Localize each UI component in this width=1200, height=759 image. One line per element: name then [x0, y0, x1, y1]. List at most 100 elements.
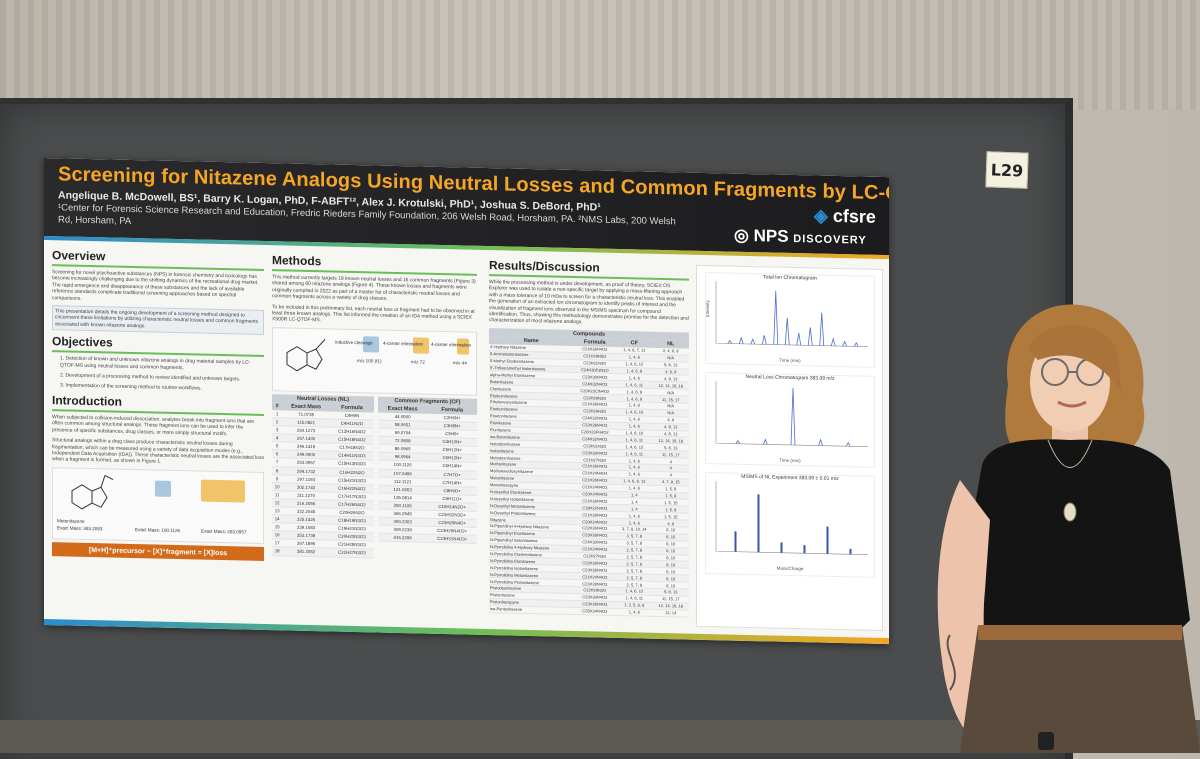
nl-cell: 5 [272, 441, 283, 451]
cf-cell: 415.2296 [378, 533, 428, 543]
nl-cell: 381.2052 [282, 547, 330, 557]
tic-graph: Total Ion Chromatogram Time (min) [705, 272, 875, 368]
plot-axes [715, 281, 868, 347]
peak-mark [853, 342, 859, 347]
peak-mark [780, 542, 783, 553]
peak-mark [735, 440, 741, 445]
peak-mark [773, 290, 779, 345]
loss-fragment-tables: Neutral Losses (NL) # Exact Mass Formula… [272, 394, 477, 560]
booth-tag: L29 [985, 151, 1029, 189]
nl-cell: 6 [272, 449, 283, 459]
plot-axes [715, 481, 868, 555]
methods-p2: To be included in this preliminary list,… [272, 303, 475, 324]
nl-plot [715, 381, 868, 447]
plaid-skirt [960, 625, 1200, 753]
objective-item-1: 1. Detection of known and unknown nitaze… [60, 355, 251, 371]
compounds-table: Compounds Name Formula CF NL 4'-Hydroxy … [489, 327, 689, 617]
column-results: Results/Discussion While the processing … [489, 256, 689, 617]
cmp-cell: 1, 4, 6 [616, 608, 653, 616]
step-label-2: 4-center elimination [383, 340, 424, 347]
mass-label-3: m/z 44 [453, 360, 467, 366]
mass-label-1: m/z 100 (f1) [357, 357, 382, 364]
cf-cell: C23H31N4O3+ [427, 534, 477, 544]
hair-fringe [1028, 324, 1125, 400]
fragment-box [155, 480, 171, 497]
introduction-heading: Introduction [52, 393, 264, 416]
nl-cell: 8 [272, 466, 283, 475]
peak-mark [818, 438, 823, 446]
msms-xlabel: Mass/Charge [776, 565, 804, 572]
cmp-cell: C25H34N4O3 [573, 607, 617, 616]
peak-mark [734, 531, 737, 552]
arm-tattoo [946, 634, 956, 691]
peak-mark [845, 441, 851, 447]
peak-mark [826, 526, 829, 554]
peak-mark [757, 494, 760, 553]
peak-mark [842, 340, 848, 347]
presenter-person [937, 304, 1200, 753]
mass-label-2: m/z 72 [411, 359, 425, 365]
nl-graph: Neutral Loss Chromatogram 383.09 m/z Tim… [705, 372, 875, 468]
step-label-1: inductive cleavage [335, 339, 373, 346]
research-poster: Screening for Nitazene Analogs Using Neu… [44, 158, 889, 645]
exact-mass-2: Exact Mass: 100.1126 [135, 526, 181, 533]
smile [1057, 400, 1087, 408]
metonitazene-structure [71, 474, 114, 510]
results-p1: While the processing method is under dev… [489, 279, 689, 326]
figure-1: Metonitazene Exact Mass: 383.2083 Exact … [52, 466, 264, 544]
nl-table-body: 1 71.0735 C4H9N 2 115.0821 C4H11N2O 3 260.1273 C… [272, 410, 374, 558]
common-fragments-table: Common Fragments (CF) Exact Mass Formula… [378, 396, 477, 544]
necklace-pendant [1063, 502, 1077, 522]
peak-mark [763, 438, 768, 445]
nitazene-core-structure [286, 338, 326, 372]
overview-heading: Overview [52, 248, 264, 271]
nl-cell: 12 [272, 498, 283, 507]
objective-item-2: 2. Development of a processing method to… [60, 372, 241, 383]
overview-p1: Screening for novel psychoactive substan… [52, 269, 259, 302]
overview-p2: This presentation details the ongoing de… [52, 305, 264, 336]
peak-mark [796, 333, 802, 346]
peak-mark [727, 339, 733, 344]
common-fragments-table-wrap: Common Fragments (CF) Exact Mass Formula… [378, 396, 477, 560]
graphs-ylabel: Intensity [704, 300, 710, 317]
nl-cell: 3 [272, 425, 283, 435]
exact-mass-1: Exact Mass: 383.2083 [57, 525, 103, 532]
msms-graph: MS/MS of NL Experiment 383.09 ± 0.01 m/z… [705, 472, 875, 578]
exact-mass-3: Exact Mass: 283.0957 [201, 528, 247, 535]
necklace [1047, 439, 1093, 468]
loss-formula: [M+H]⁺precursor − [X]⁺fragment = [X]loss [52, 541, 264, 561]
cfsre-logo-text: cfsre [832, 205, 876, 227]
nl-cell: 16 [272, 530, 283, 540]
peak-mark [784, 317, 790, 345]
nl-cell: 15 [272, 522, 283, 532]
black-shirt [960, 439, 1190, 630]
methods-p1: This method currently targets 18 known n… [272, 274, 476, 303]
nl-cell: 7 [272, 458, 283, 467]
cfsre-mark-icon: ◈ [814, 205, 828, 226]
cmp-cell: iso-Pentonitazene [489, 605, 574, 615]
intro-p1: When subjected to collision-induced diss… [52, 414, 255, 437]
cfsre-logo: ◈ cfsre [814, 205, 876, 227]
intro-p2: Structural analogs within a drug class p… [52, 437, 264, 465]
tic-xlabel: Time (min) [779, 357, 801, 364]
nps-mark-icon: ◎ [734, 225, 749, 245]
nps-logo-text: NPS [753, 226, 789, 246]
peak-mark [830, 337, 836, 347]
peak-mark [738, 336, 744, 344]
nl-cell: 9 [272, 474, 283, 483]
peak-mark [819, 312, 825, 346]
brown-belt [978, 625, 1182, 640]
step-label-3: 4-center elimination [431, 341, 472, 348]
wall [0, 0, 1200, 110]
msms-plot [715, 481, 868, 555]
peak-mark [750, 338, 756, 345]
neutral-losses-table: Neutral Losses (NL) # Exact Mass Formula… [272, 394, 374, 558]
tic-plot [715, 281, 868, 347]
nl-row: 18 381.2052 C22H27N3O3 [272, 547, 374, 558]
nl-cell: C22H27N3O3 [329, 548, 374, 558]
peak-mark [803, 545, 806, 554]
nl-cell: 17 [272, 539, 283, 548]
cmp-cell: 12, 14 [652, 608, 689, 617]
nl-cell: 2 [272, 417, 283, 426]
watch [1038, 732, 1054, 750]
